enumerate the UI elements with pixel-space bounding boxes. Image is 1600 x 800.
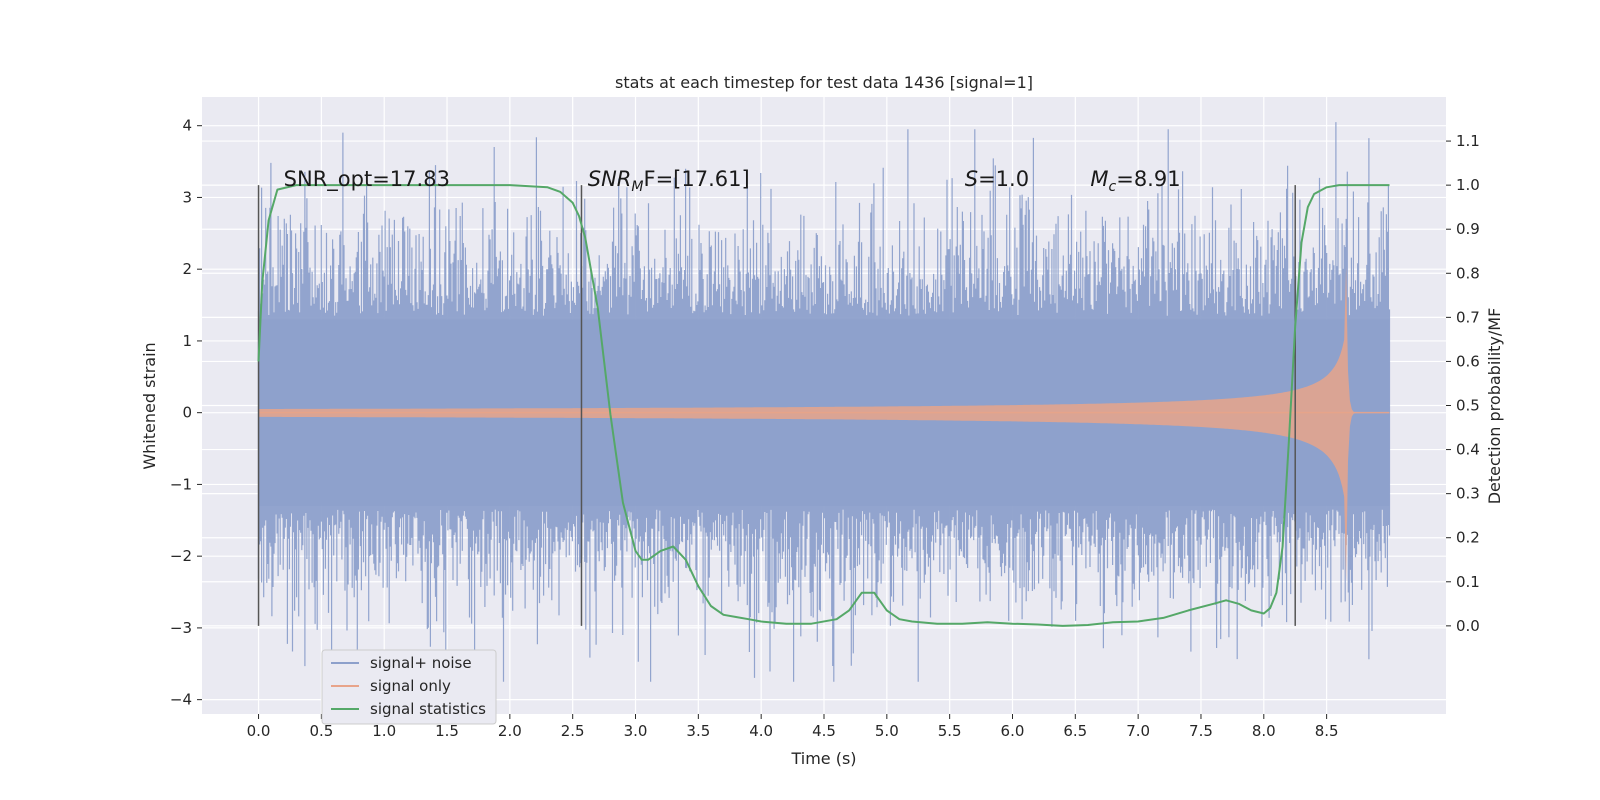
y-left-tick-label: −2 [170,547,192,565]
y-right-tick-label: 1.1 [1456,132,1480,150]
y-left-tick-label: 4 [182,117,192,135]
x-tick-label: 8.0 [1252,722,1276,740]
y-right-tick-label: 0.0 [1456,617,1480,635]
y-left-axis-ticks: 4 3 2 1 0 −1 −2 −3 −4 [170,117,202,709]
y-left-tick-label: 3 [182,188,192,206]
x-tick-label: 5.5 [938,722,962,740]
x-tick-label: 3.0 [624,722,648,740]
y-left-axis-title: Whitened strain [140,342,159,469]
y-right-tick-label: 1.0 [1456,176,1480,194]
annotation-1: SNRMF=[17.61] [588,167,750,195]
x-axis-title: Time (s) [790,749,856,768]
x-axis-ticks: 0.0 0.5 1.0 1.5 2.0 2.5 3.0 3.5 4.0 4.5 5.0 5.5 6.0 6… [247,714,1339,740]
y-right-tick-label: 0.2 [1456,529,1480,547]
x-tick-label: 5.0 [875,722,899,740]
y-right-tick-label: 0.7 [1456,308,1480,326]
annotation-2: S=1.0 [965,167,1029,191]
y-right-tick-label: 0.6 [1456,352,1480,370]
x-tick-label: 6.0 [1001,722,1025,740]
y-left-tick-label: −1 [170,475,192,493]
y-right-axis-title: Detection probability/MF [1485,308,1504,505]
y-left-tick-label: 0 [182,404,192,422]
x-tick-label: 8.5 [1315,722,1339,740]
y-right-tick-label: 0.5 [1456,397,1480,415]
legend-label-noise: signal+ noise [370,654,472,672]
x-tick-label: 0.5 [309,722,333,740]
x-tick-label: 0.0 [247,722,271,740]
y-right-tick-label: 0.8 [1456,264,1480,282]
x-tick-label: 4.5 [812,722,836,740]
y-left-tick-label: 2 [182,260,192,278]
x-tick-label: 7.5 [1189,722,1213,740]
vertical-markers [257,185,1296,626]
y-right-tick-label: 0.3 [1456,485,1480,503]
y-right-tick-label: 0.4 [1456,441,1480,459]
x-tick-label: 1.5 [435,722,459,740]
signal-only-series [258,266,1390,582]
y-right-axis-ticks: 1.1 1.0 0.9 0.8 0.7 0.6 0.5 0.4 0.3 0.2 0.1 0.0 [1446,132,1480,635]
legend-label-signal: signal only [370,677,451,695]
legend: signal+ noise signal only signal statist… [321,649,497,725]
x-tick-label: 3.5 [686,722,710,740]
y-right-tick-label: 0.9 [1456,220,1480,238]
x-tick-label: 1.0 [372,722,396,740]
legend-label-stats: signal statistics [370,700,486,718]
annotation-3: Mc=8.91 [1090,167,1180,195]
chart-title: stats at each timestep for test data 143… [615,73,1033,92]
legend-box [321,649,497,725]
x-tick-label: 2.5 [561,722,585,740]
annotation-0: SNR_opt=17.83 [284,167,450,192]
stats-line [257,184,1390,627]
x-tick-label: 4.0 [749,722,773,740]
y-left-tick-label: −4 [170,691,192,709]
x-tick-label: 2.0 [498,722,522,740]
y-left-tick-label: 1 [182,332,192,350]
x-tick-label: 6.5 [1063,722,1087,740]
signal-envelope [258,266,1390,582]
annotations: SNR_opt=17.83 SNRMF=[17.61] S=1.0 Mc=8.91 [284,167,1181,195]
y-right-tick-label: 0.1 [1456,573,1480,591]
x-tick-label: 7.0 [1126,722,1150,740]
signal-statistics-series [257,184,1390,627]
y-left-tick-label: −3 [170,619,192,637]
